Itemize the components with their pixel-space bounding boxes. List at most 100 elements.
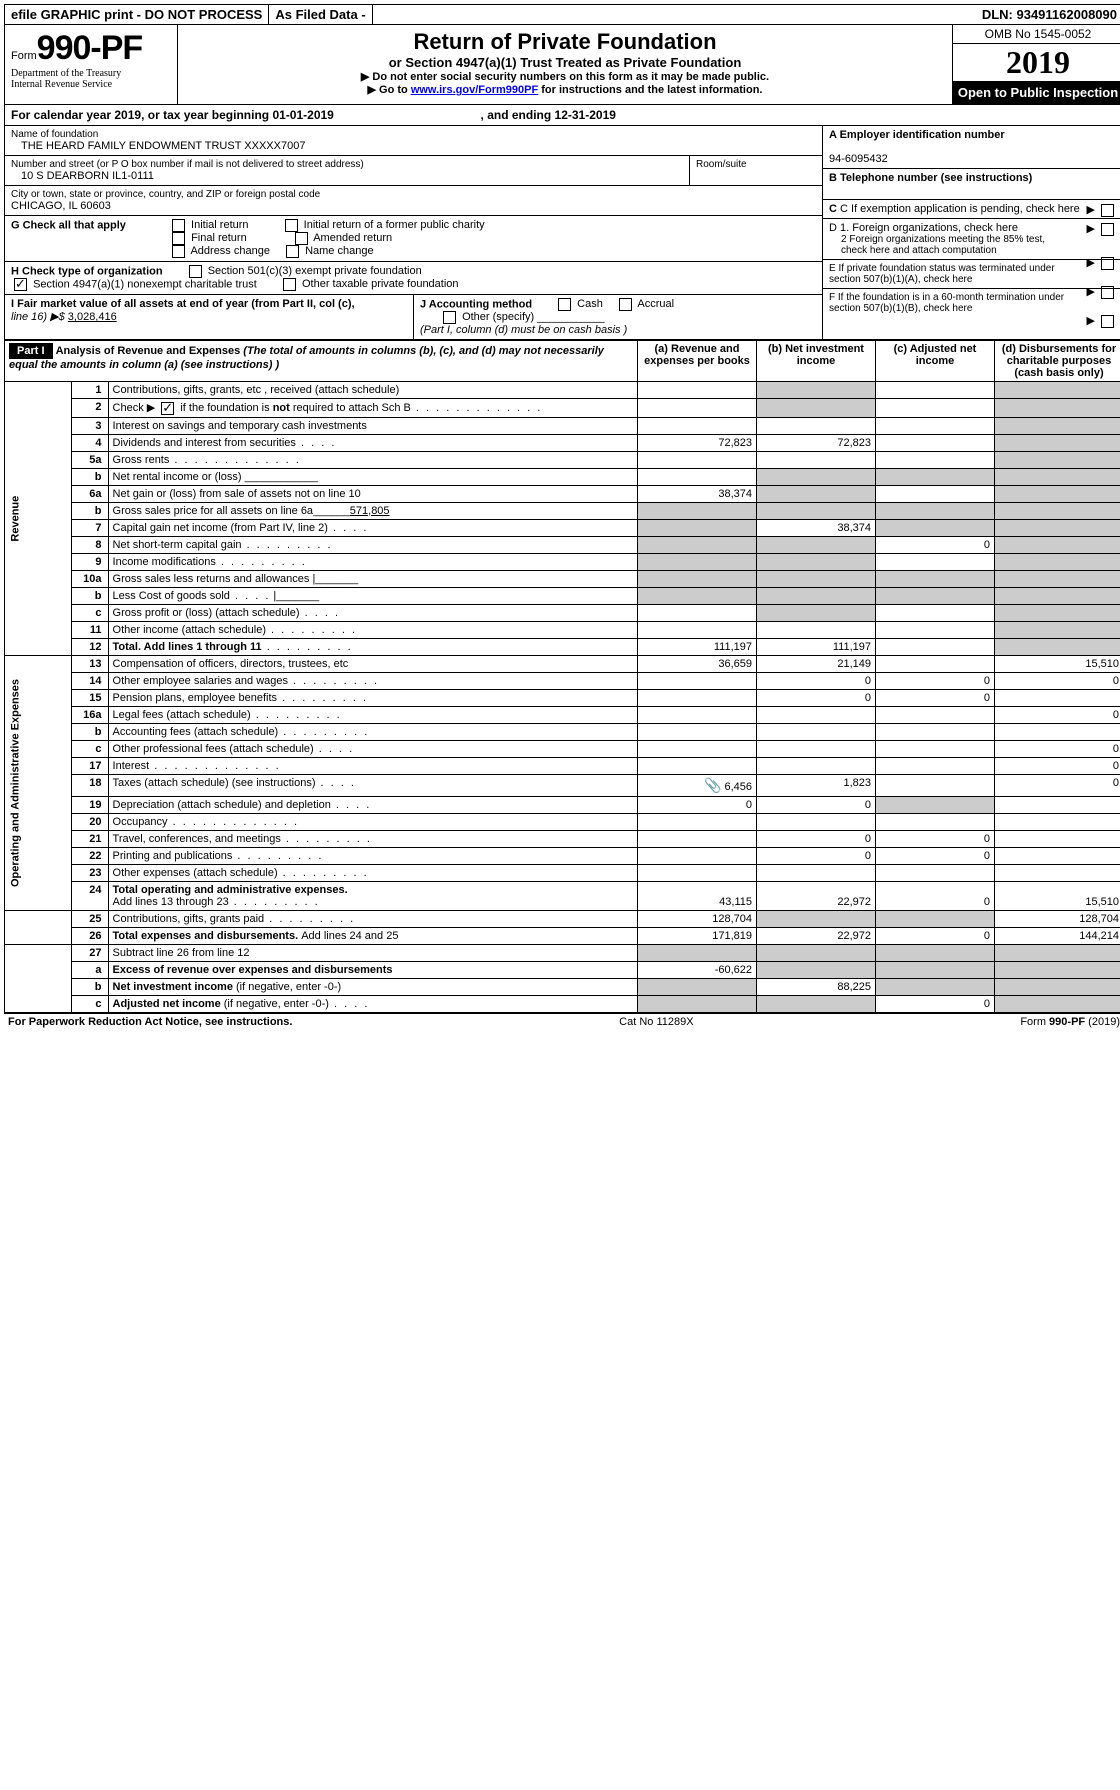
dln: DLN: 93491162008090 [976, 5, 1120, 24]
chk-other-acct[interactable] [443, 311, 456, 324]
footer-mid: Cat No 11289X [619, 1016, 693, 1028]
v6a: 38,374 [638, 485, 757, 502]
c-cell: C C If exemption application is pending,… [823, 200, 1120, 219]
h-other: Other taxable private foundation [302, 278, 459, 290]
e-cell: E If private foundation status was termi… [823, 260, 1120, 289]
chk-name-change[interactable] [286, 245, 299, 258]
chk-addr-change[interactable] [172, 245, 185, 258]
i-label2: line 16) ▶$ [11, 311, 68, 323]
line-24b: Add lines 13 through 23 [113, 896, 229, 908]
v8c: 0 [876, 536, 995, 553]
part1-badge: Part I [9, 343, 53, 359]
h-4947: Section 4947(a)(1) nonexempt charitable … [33, 278, 257, 290]
footer-left: For Paperwork Reduction Act Notice, see … [8, 1016, 292, 1028]
col-a-hdr: (a) Revenue and expenses per books [638, 341, 757, 382]
c-label: C If exemption application is pending, c… [840, 203, 1080, 215]
line-10c: Gross profit or (loss) (attach schedule) [113, 607, 300, 619]
chk-final[interactable] [172, 232, 185, 245]
chk-e[interactable] [1101, 286, 1114, 299]
chk-cash[interactable] [558, 298, 571, 311]
city-label: City or town, state or province, country… [11, 189, 816, 200]
v27bb: 88,225 [757, 978, 876, 995]
v26a: 171,819 [638, 927, 757, 944]
part1-table: Part I Analysis of Revenue and Expenses … [4, 340, 1120, 1013]
form-title: Return of Private Foundation [184, 29, 946, 55]
v15b: 0 [757, 689, 876, 706]
line-5a: Gross rents [113, 454, 170, 466]
city-cell: City or town, state or province, country… [5, 186, 822, 216]
v24c: 0 [876, 881, 995, 910]
l2-not: not [273, 402, 290, 414]
v18a: 6,456 [724, 781, 752, 793]
dept-irs: Internal Revenue Service [11, 79, 171, 90]
line-6a: Net gain or (loss) from sale of assets n… [108, 485, 637, 502]
chk-501c3[interactable] [189, 265, 202, 278]
chk-initial-former[interactable] [285, 219, 298, 232]
v13a: 36,659 [638, 655, 757, 672]
chk-d1[interactable] [1101, 223, 1114, 236]
instr-1: ▶ Do not enter social security numbers o… [184, 70, 946, 83]
revenue-section: Revenue [5, 382, 72, 656]
v24a: 43,115 [638, 881, 757, 910]
chk-c[interactable] [1101, 204, 1114, 217]
section-ij: I Fair market value of all assets at end… [5, 295, 822, 339]
phone-cell: B Telephone number (see instructions) [823, 169, 1120, 200]
v13b: 21,149 [757, 655, 876, 672]
line-19: Depreciation (attach schedule) and deple… [113, 799, 331, 811]
section-h: H Check type of organization Section 501… [5, 262, 822, 295]
form-header: Form990-PF Department of the Treasury In… [4, 25, 1120, 105]
v12b: 111,197 [757, 638, 876, 655]
chk-initial[interactable] [172, 219, 185, 232]
v27aa: -60,622 [638, 961, 757, 978]
calyear-mid: , and ending [481, 108, 555, 122]
line-16a: Legal fees (attach schedule) [113, 709, 251, 721]
line-20: Occupancy [113, 816, 168, 828]
line-14: Other employee salaries and wages [113, 675, 288, 687]
line-27a: Excess of revenue over expenses and disb… [113, 964, 393, 976]
section-g: G Check all that apply Initial return In… [5, 216, 822, 262]
g-addr-change: Address change [190, 245, 270, 257]
v24b: 22,972 [757, 881, 876, 910]
b-label: B Telephone number (see instructions) [829, 172, 1032, 184]
line-12: Total. Add lines 1 through 11 [113, 641, 262, 653]
chk-other-tax[interactable] [283, 278, 296, 291]
form-number-big: 990-PF [37, 29, 143, 67]
v4a: 72,823 [638, 434, 757, 451]
chk-schb[interactable] [161, 402, 174, 415]
efile-notice: efile GRAPHIC print - DO NOT PROCESS [5, 5, 269, 24]
chk-amended[interactable] [295, 232, 308, 245]
line-8: Net short-term capital gain [113, 539, 242, 551]
line-16b: Accounting fees (attach schedule) [113, 726, 279, 738]
irs-link-text: www.irs.gov/Form990PF [411, 84, 538, 96]
h-label: H Check type of organization [11, 265, 163, 277]
g-initial: Initial return [191, 219, 248, 231]
line-4: Dividends and interest from securities [113, 437, 296, 449]
l2-post: if the foundation is [177, 402, 272, 414]
tax-year: 2019 [953, 44, 1120, 81]
addr-label: Number and street (or P O box number if … [11, 159, 683, 170]
foundation-name: THE HEARD FAMILY ENDOWMENT TRUST XXXXX70… [11, 140, 816, 152]
chk-d2[interactable] [1101, 257, 1114, 270]
chk-4947[interactable] [14, 278, 27, 291]
line-26b: Add lines 24 and 25 [301, 930, 398, 942]
j-accrual: Accrual [637, 298, 674, 310]
fr-form: 990-PF [1049, 1016, 1085, 1028]
line-10a: Gross sales less returns and allowances [113, 573, 310, 585]
irs-link[interactable]: www.irs.gov/Form990PF [411, 84, 538, 96]
j-cash: Cash [577, 298, 603, 310]
chk-f[interactable] [1101, 315, 1114, 328]
v26b: 22,972 [757, 927, 876, 944]
identification-block: Name of foundation THE HEARD FAMILY ENDO… [4, 126, 1120, 340]
instr2-pre: ▶ Go to [368, 84, 411, 96]
v22b: 0 [757, 847, 876, 864]
form-prefix: Form [11, 50, 37, 62]
g-amended: Amended return [313, 232, 392, 244]
v16ad: 0 [995, 706, 1120, 723]
line-24a: Total operating and administrative expen… [113, 884, 348, 896]
chk-accrual[interactable] [619, 298, 632, 311]
v13d: 15,510 [995, 655, 1120, 672]
line-1: Contributions, gifts, grants, etc , rece… [108, 382, 637, 399]
v26d: 144,214 [995, 927, 1120, 944]
line-3: Interest on savings and temporary cash i… [108, 417, 637, 434]
attach-icon[interactable]: 📎 [704, 777, 721, 793]
